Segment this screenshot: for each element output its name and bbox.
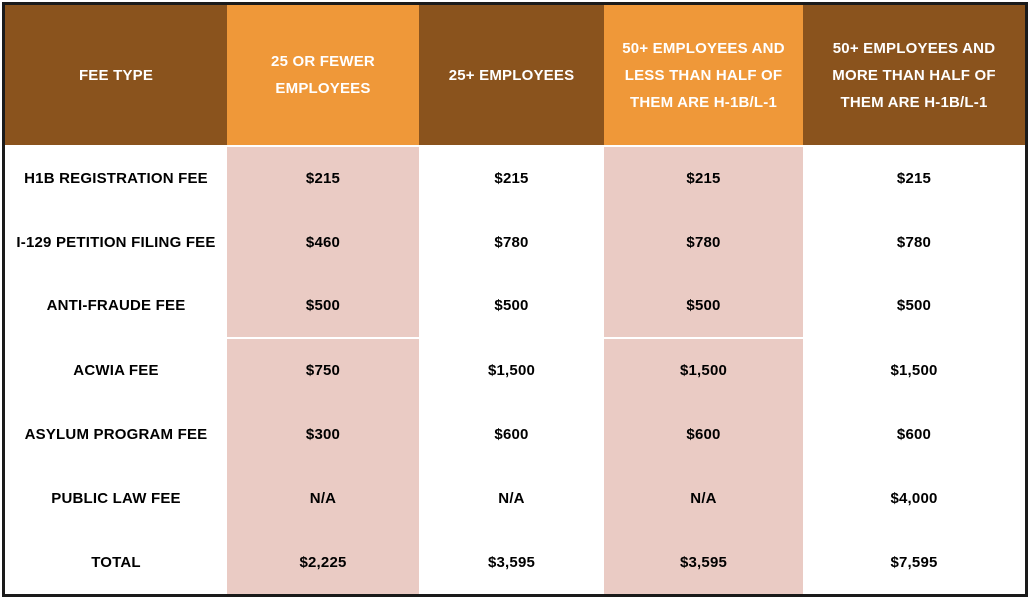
fee-value-cell: N/A — [419, 466, 604, 530]
fee-type-cell: ASYLUM PROGRAM FEE — [5, 402, 227, 466]
table-row-i129-petition-filing-fee: I-129 PETITION FILING FEE $460 $780 $780… — [5, 210, 1025, 274]
fee-value-cell: $780 — [803, 210, 1025, 274]
column-header-50-plus-less-half: 50+ EMPLOYEES AND LESS THAN HALF OF THEM… — [604, 5, 803, 146]
column-header-fee-type: FEE TYPE — [5, 5, 227, 146]
fee-value-cell: $600 — [803, 402, 1025, 466]
fee-value-cell: $500 — [419, 274, 604, 338]
fee-value-cell: $7,595 — [803, 530, 1025, 594]
table-row-asylum-program-fee: ASYLUM PROGRAM FEE $300 $600 $600 $600 — [5, 402, 1025, 466]
fee-type-cell: PUBLIC LAW FEE — [5, 466, 227, 530]
fee-value-cell: $215 — [227, 145, 419, 210]
fee-value-cell: $600 — [604, 402, 803, 466]
table-row-anti-fraude-fee: ANTI-FRAUDE FEE $500 $500 $500 $500 — [5, 274, 1025, 338]
fee-value-cell: $500 — [803, 274, 1025, 338]
fee-value-cell: N/A — [604, 466, 803, 530]
fee-value-cell: $1,500 — [419, 337, 604, 402]
fee-value-cell: $600 — [419, 402, 604, 466]
table-row-total: TOTAL $2,225 $3,595 $3,595 $7,595 — [5, 530, 1025, 594]
header-row: FEE TYPE 25 OR FEWER EMPLOYEES 25+ EMPLO… — [5, 5, 1025, 146]
column-header-25-plus: 25+ EMPLOYEES — [419, 5, 604, 146]
fee-value-cell: $215 — [419, 145, 604, 210]
fee-value-cell: $1,500 — [803, 337, 1025, 402]
fee-type-cell: ACWIA FEE — [5, 337, 227, 402]
fee-value-cell: $780 — [419, 210, 604, 274]
fee-value-cell: $460 — [227, 210, 419, 274]
fee-type-cell: I-129 PETITION FILING FEE — [5, 210, 227, 274]
column-header-50-plus-more-half: 50+ EMPLOYEES AND MORE THAN HALF OF THEM… — [803, 5, 1025, 146]
fee-value-cell: $750 — [227, 337, 419, 402]
fee-value-cell: $780 — [604, 210, 803, 274]
fee-type-cell: ANTI-FRAUDE FEE — [5, 274, 227, 338]
fee-value-cell: $215 — [803, 145, 1025, 210]
fee-value-cell: $300 — [227, 402, 419, 466]
fee-value-cell: $2,225 — [227, 530, 419, 594]
fee-value-cell: N/A — [227, 466, 419, 530]
column-header-25-or-fewer: 25 OR FEWER EMPLOYEES — [227, 5, 419, 146]
fee-value-cell: $3,595 — [604, 530, 803, 594]
fee-value-cell: $4,000 — [803, 466, 1025, 530]
fee-value-cell: $1,500 — [604, 337, 803, 402]
table-row-h1b-registration-fee: H1B REGISTRATION FEE $215 $215 $215 $215 — [5, 145, 1025, 210]
table-row-public-law-fee: PUBLIC LAW FEE N/A N/A N/A $4,000 — [5, 466, 1025, 530]
table-row-acwia-fee: ACWIA FEE $750 $1,500 $1,500 $1,500 — [5, 337, 1025, 402]
fee-value-cell: $500 — [604, 274, 803, 338]
fee-type-cell: TOTAL — [5, 530, 227, 594]
fee-type-cell: H1B REGISTRATION FEE — [5, 145, 227, 210]
fee-value-cell: $500 — [227, 274, 419, 338]
fee-value-cell: $215 — [604, 145, 803, 210]
fee-comparison-table: FEE TYPE 25 OR FEWER EMPLOYEES 25+ EMPLO… — [5, 5, 1025, 594]
fee-value-cell: $3,595 — [419, 530, 604, 594]
